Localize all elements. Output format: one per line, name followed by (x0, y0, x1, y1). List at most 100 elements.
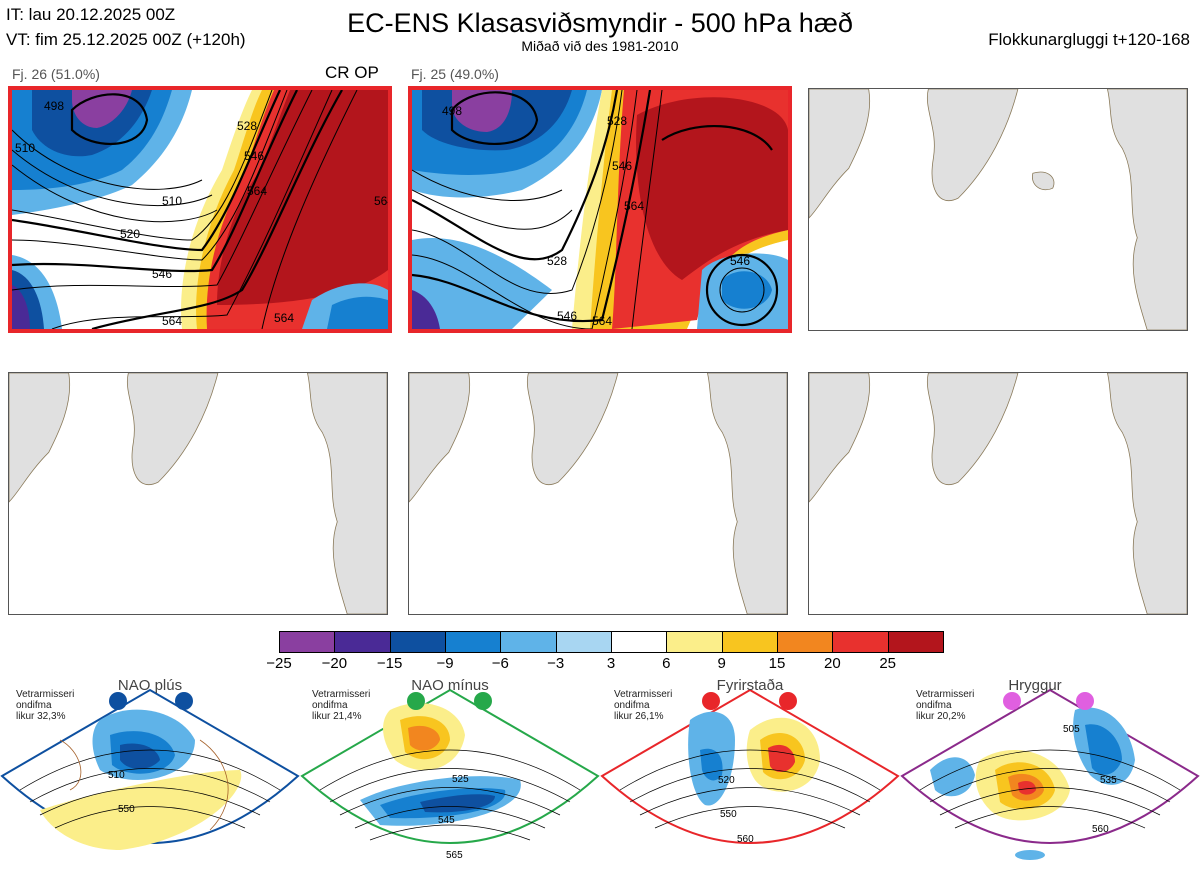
regime-contour-label: 565 (446, 850, 463, 861)
regime-text-1: Vetrarmisseri (614, 689, 673, 700)
valid-time: VT: fim 25.12.2025 00Z (+120h) (6, 30, 246, 49)
regime-text-1: Vetrarmisseri (312, 689, 371, 700)
colorbar-tick-label: 20 (823, 655, 841, 672)
empty-map-6[interactable] (808, 372, 1188, 615)
regime-contour-label: 560 (1092, 824, 1109, 835)
colorbar-tick-label: −3 (547, 655, 565, 672)
land-outline (9, 373, 387, 614)
regime-dot (702, 692, 720, 710)
colorbar-segment (777, 631, 834, 653)
regime-text-2: ondifma (614, 700, 650, 711)
colorbar-tick-label: 9 (717, 655, 726, 672)
panel-1-tag: CR OP (325, 63, 379, 82)
regime-text-3: likur 26,1% (614, 711, 664, 722)
empty-map-3[interactable] (808, 88, 1188, 331)
contour-label: 510 (15, 141, 35, 155)
contour-label: 564 (247, 184, 267, 198)
contour-label: 546 (730, 254, 750, 268)
regime-contour-label: 525 (452, 774, 469, 785)
regime-nao-minus-map: 525 545 565 (300, 688, 600, 861)
colorbar-tick-label: −25 (266, 655, 292, 672)
colorbar-tick-label: 6 (662, 655, 671, 672)
regime-contour-label: 550 (720, 809, 737, 820)
regime-dot (109, 692, 127, 710)
regime-dot (175, 692, 193, 710)
colorbar (279, 631, 944, 653)
regime-text-2: ondifma (916, 700, 952, 711)
colorbar-tick-label: −20 (321, 655, 348, 672)
colorbar-tick-label: −15 (376, 655, 403, 672)
contour-label: 498 (44, 99, 64, 113)
regime-title: Fyrirstaða (716, 677, 784, 694)
regime-nao-minus: 525 545 565 NAO mínus Vetrarmisseri ondi… (300, 677, 600, 871)
regime-title: NAO mínus (411, 677, 489, 694)
colorbar-segment (555, 631, 612, 653)
regime-title: Hryggur (1008, 677, 1062, 694)
regime-contour-label: 520 (718, 775, 735, 786)
classification-window: Flokkunargluggi t+120-168 (988, 30, 1190, 49)
colorbar-segment (832, 631, 889, 653)
regime-text-3: likur 20,2% (916, 711, 966, 722)
contour-label: 546 (557, 309, 577, 323)
colorbar-tick-label: 3 (606, 655, 616, 672)
regime-title: NAO plús (117, 677, 183, 694)
colorbar-segment (445, 631, 502, 653)
regime-text-2: ondifma (16, 700, 52, 711)
regime-nao-plus-map: 510 550 (0, 688, 300, 850)
contour-label: 528 (547, 254, 567, 268)
regime-nao-plus: 510 550 NAO plús Vetrarmisseri ondifma l… (0, 677, 300, 871)
contour-label: 546 (244, 149, 264, 163)
contour-label: 564 (162, 314, 182, 328)
regime-dot (407, 692, 425, 710)
colorbar-ticks: −25 −20 −15 −9 −6 −3 3 6 9 15 20 25 (266, 655, 943, 675)
contour-label: 546 (612, 159, 632, 173)
empty-map-4[interactable] (8, 372, 388, 615)
contour-label: 564 (592, 314, 612, 328)
regime-contour-label: 550 (118, 804, 135, 815)
land-outline (409, 373, 787, 614)
contour-label: 528 (237, 119, 257, 133)
regime-text-1: Vetrarmisseri (916, 689, 975, 700)
regime-contour-label: 560 (737, 834, 754, 845)
colorbar-segment (500, 631, 557, 653)
cluster-map-1[interactable]: 498 510 520 528 546 564 510 546 564 564 … (8, 86, 392, 333)
contour-label: 520 (120, 227, 140, 241)
colorbar-tick-label: 25 (879, 655, 896, 672)
panel-1-label: Fj. 26 (51.0%) (12, 66, 100, 82)
regime-contour-label: 510 (108, 770, 125, 781)
contour-label: 564 (274, 311, 294, 325)
colorbar-segment (666, 631, 723, 653)
regime-dot (1076, 692, 1094, 710)
panel-2-label: Fj. 25 (49.0%) (411, 66, 499, 82)
regime-blocking: 520 550 560 Fyrirstaða Vetrarmisseri ond… (600, 677, 900, 871)
regime-text-1: Vetrarmisseri (16, 689, 75, 700)
contour-label: 528 (607, 114, 627, 128)
contour-label: 510 (162, 194, 182, 208)
initial-time: IT: lau 20.12.2025 00Z (6, 5, 176, 24)
regime-contour-label: 535 (1100, 775, 1117, 786)
colorbar-tick-label: 15 (768, 655, 786, 672)
page-subtitle: Miðað við des 1981-2010 (521, 38, 679, 54)
colorbar-tick-label: −6 (491, 655, 509, 672)
regime-text-2: ondifma (312, 700, 348, 711)
cluster-map-1-plot: 498 510 520 528 546 564 510 546 564 564 … (12, 90, 388, 329)
cluster-map-2-plot: 498 528 546 564 528 546 546 564 (412, 90, 788, 329)
page-title: EC-ENS Klasasviðsmyndir - 500 hPa hæð (347, 8, 853, 38)
regime-contour-label: 505 (1063, 724, 1080, 735)
colorbar-segment (334, 631, 391, 653)
regime-ridge-map: 505 535 560 (900, 688, 1200, 860)
regime-ridge: 505 535 560 Hryggur Vetrarmisseri ondifm… (900, 677, 1200, 871)
contour-label: 546 (152, 267, 172, 281)
cluster-map-2[interactable]: 498 528 546 564 528 546 546 564 (408, 86, 792, 333)
regime-text-3: likur 21,4% (312, 711, 362, 722)
empty-map-5[interactable] (408, 372, 788, 615)
contour-label: 564 (624, 199, 644, 213)
regime-dot (779, 692, 797, 710)
land-outline (809, 373, 1187, 614)
colorbar-segment (389, 631, 446, 653)
colorbar-tick-label: −9 (436, 655, 454, 672)
regime-text-3: likur 32,3% (16, 711, 66, 722)
regime-contour-label: 545 (438, 815, 455, 826)
contour-label: 498 (442, 104, 462, 118)
land-outline (809, 89, 1187, 330)
